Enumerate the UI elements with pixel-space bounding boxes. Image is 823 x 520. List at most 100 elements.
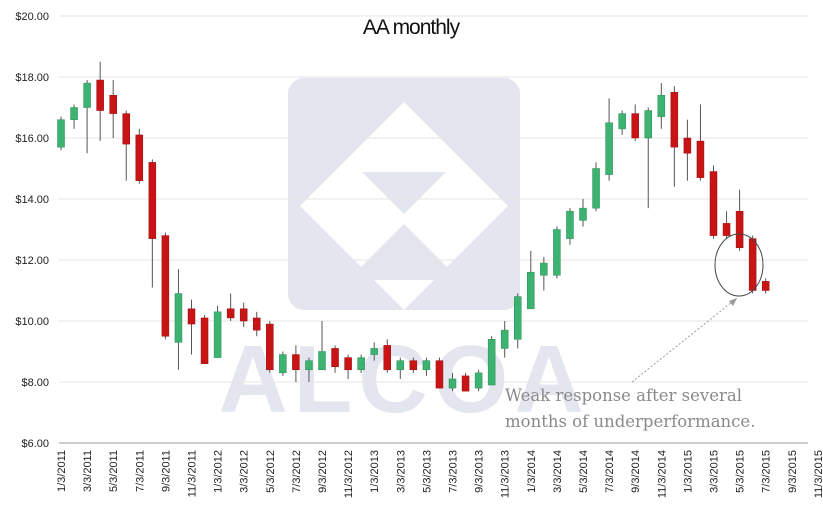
candle [579, 199, 587, 227]
candle [383, 339, 391, 373]
candle [266, 321, 274, 373]
candle [305, 357, 313, 382]
candle [200, 314, 209, 364]
candle-body-up [357, 357, 365, 371]
candle-body-down [461, 375, 470, 392]
x-tick-label: 11/3/2012 [343, 450, 355, 498]
candle [540, 256, 548, 291]
candle [161, 232, 170, 340]
x-tick-label: 11/3/2014 [656, 450, 668, 498]
annotation-line-2: months of underperformance. [505, 412, 755, 431]
x-tick-label: 11/3/2013 [500, 450, 512, 498]
x-tick-label: 9/3/2013 [474, 450, 486, 493]
candle-body-up [318, 351, 326, 371]
y-tick-label: $18.00 [15, 72, 49, 84]
candle [644, 107, 652, 209]
candle-body-down [200, 317, 209, 364]
candle-body-down [631, 113, 639, 139]
candle-body-up [514, 296, 522, 340]
candle-body-up [500, 329, 509, 349]
candle [239, 302, 248, 328]
candle-body-down [670, 92, 679, 148]
candle [213, 305, 222, 358]
candle [683, 119, 692, 181]
y-tick-label: $10.00 [15, 316, 49, 328]
candle [500, 321, 509, 358]
candle [670, 86, 679, 187]
x-tick-label: 7/3/2012 [291, 450, 303, 493]
x-tick-label: 7/3/2014 [604, 450, 616, 493]
candle-body-down [239, 308, 248, 322]
annotation-line-1: Weak response after several [505, 386, 742, 405]
candle-body-down [226, 308, 235, 319]
candle-body-up [618, 113, 626, 130]
candle [279, 351, 287, 376]
candle [422, 357, 431, 376]
candle-body-up [57, 119, 65, 148]
candle-body-up [174, 293, 183, 343]
candle-body-down [722, 223, 731, 236]
candle [226, 293, 235, 321]
candle-body-up [540, 262, 548, 276]
candle-body-down [161, 235, 170, 337]
candle [735, 189, 744, 251]
candle-body-down [761, 281, 770, 291]
x-tick-label: 1/3/2013 [369, 450, 381, 493]
candle-body-down [709, 171, 718, 236]
candle-body-down [748, 238, 757, 291]
x-axis: 1/3/2011 3/3/2011 5/3/2011 7/3/2011 9/3/2011… [56, 450, 823, 498]
chart-title: AA monthly [363, 16, 461, 39]
x-tick-label: 9/3/2014 [630, 450, 642, 493]
candle [148, 159, 157, 288]
candle [448, 372, 457, 392]
candle [122, 110, 130, 181]
watermark-logo-triangle-top [362, 172, 446, 214]
candle [174, 269, 183, 370]
candle-body-down [122, 113, 130, 145]
x-tick-label: 7/3/2015 [761, 450, 773, 493]
x-tick-label: 1/3/2011 [56, 450, 68, 492]
candle [135, 128, 144, 184]
x-tick-label: 5/3/2015 [735, 450, 747, 493]
candle-body-down [683, 137, 692, 154]
candle [292, 345, 300, 382]
candle-body-up [592, 168, 600, 209]
candle-body-up [657, 95, 666, 117]
candle-body-up [305, 360, 313, 371]
candle-body-down [135, 134, 144, 181]
candle [514, 293, 522, 349]
candle-body-down [96, 79, 104, 111]
candle [435, 357, 444, 389]
x-tick-label: 7/3/2013 [448, 450, 460, 493]
x-tick-label: 9/3/2015 [787, 450, 799, 493]
candle [722, 211, 731, 239]
grid-lines [59, 15, 808, 383]
annotation-pointer [631, 297, 738, 383]
x-tick-label: 5/3/2014 [578, 450, 590, 493]
candle [409, 357, 418, 373]
x-tick-label: 1/3/2012 [213, 450, 225, 493]
candle-body-up [422, 360, 431, 371]
candle [474, 369, 483, 392]
candle-body-down [253, 317, 261, 331]
candle [618, 110, 626, 135]
watermark-wordmark: ALCOA [218, 326, 589, 433]
candle-body-down [109, 95, 117, 114]
candle [96, 61, 104, 142]
highlight-circle [714, 233, 764, 297]
candle [461, 372, 470, 392]
candle-body-up [553, 229, 561, 276]
candle [370, 342, 378, 361]
candle-body-down [409, 360, 418, 371]
candle-body-down [735, 210, 744, 249]
x-tick-label: 1/3/2015 [682, 450, 694, 493]
candle [70, 104, 78, 129]
x-tick-label: 7/3/2011 [134, 450, 146, 492]
candle [357, 354, 365, 373]
candle [396, 357, 405, 379]
candle-body-up [70, 107, 78, 120]
candle [331, 345, 339, 373]
candle-body-down [266, 323, 274, 371]
candles-series [57, 61, 770, 392]
